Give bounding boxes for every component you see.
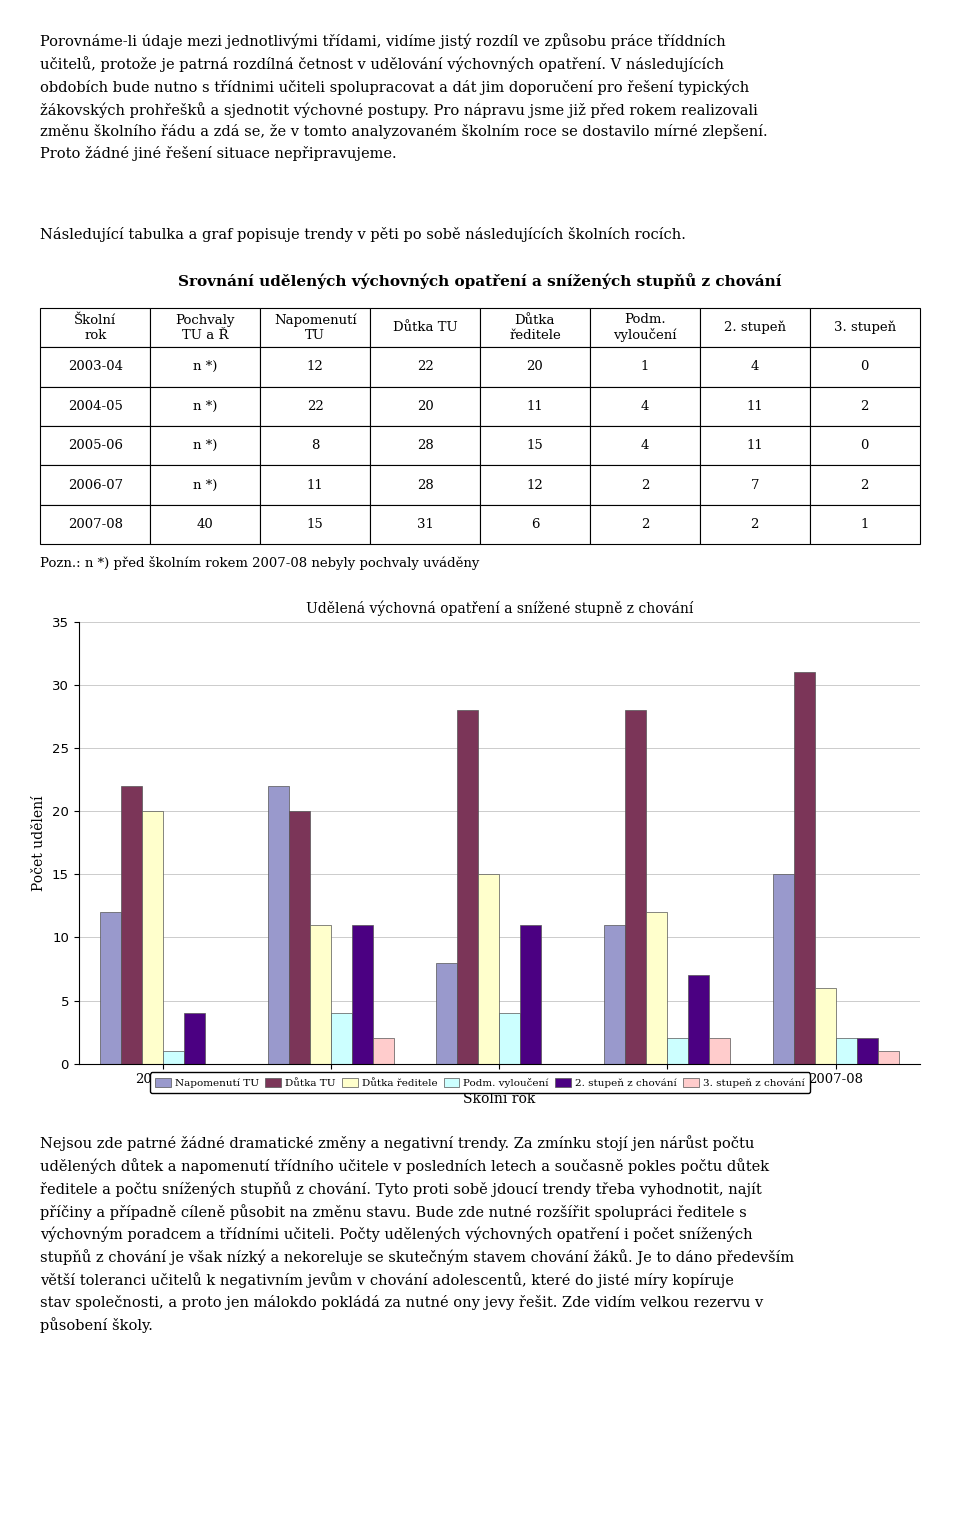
Bar [457,710,478,1064]
Text: Následující tabulka a graf popisuje trendy v pěti po sobě následujících školních: Následující tabulka a graf popisuje tren… [40,227,686,242]
Bar [352,925,373,1064]
Bar [605,925,625,1064]
Bar [184,1013,204,1064]
Bar [814,988,835,1064]
Bar [289,811,310,1064]
Bar [268,786,289,1064]
Y-axis label: Počet udělení: Počet udělení [33,796,46,890]
Bar [436,963,457,1064]
Bar [688,975,709,1064]
Bar [478,875,499,1064]
Bar [877,1052,899,1064]
Bar [121,786,142,1064]
Bar [499,1013,520,1064]
Bar [835,1038,856,1064]
Bar [794,672,814,1064]
X-axis label: Školní rok: Školní rok [463,1093,536,1106]
Bar [646,913,667,1064]
Bar [142,811,163,1064]
Bar [310,925,331,1064]
Bar [667,1038,688,1064]
Bar [773,875,794,1064]
Bar [709,1038,731,1064]
Bar [856,1038,877,1064]
Bar [163,1052,184,1064]
Bar [520,925,541,1064]
Text: Nejsou zde patrné žádné dramatické změny a negativní trendy. Za zmínku stojí jen: Nejsou zde patrné žádné dramatické změny… [40,1135,795,1334]
Text: Pozn.: n *) před školním rokem 2007-08 nebyly pochvaly uváděny: Pozn.: n *) před školním rokem 2007-08 n… [40,556,480,570]
Bar [373,1038,395,1064]
Bar [625,710,646,1064]
Text: Porovnáme-li údaje mezi jednotlivými třídami, vidíme jistý rozdíl ve způsobu prá: Porovnáme-li údaje mezi jednotlivými tří… [40,34,768,162]
Title: Udělená výchovná opatření a snížené stupně z chování: Udělená výchovná opatření a snížené stup… [305,600,693,617]
Bar [331,1013,352,1064]
Bar [100,913,121,1064]
Text: Srovnání udělených výchovných opatření a snížených stupňů z chování: Srovnání udělených výchovných opatření a… [179,273,781,288]
Legend: Napomenutí TU, Důtka TU, Důtka ředitele, Podm. vyloučení, 2. stupeň z chování, 3: Napomenutí TU, Důtka TU, Důtka ředitele,… [150,1073,810,1093]
